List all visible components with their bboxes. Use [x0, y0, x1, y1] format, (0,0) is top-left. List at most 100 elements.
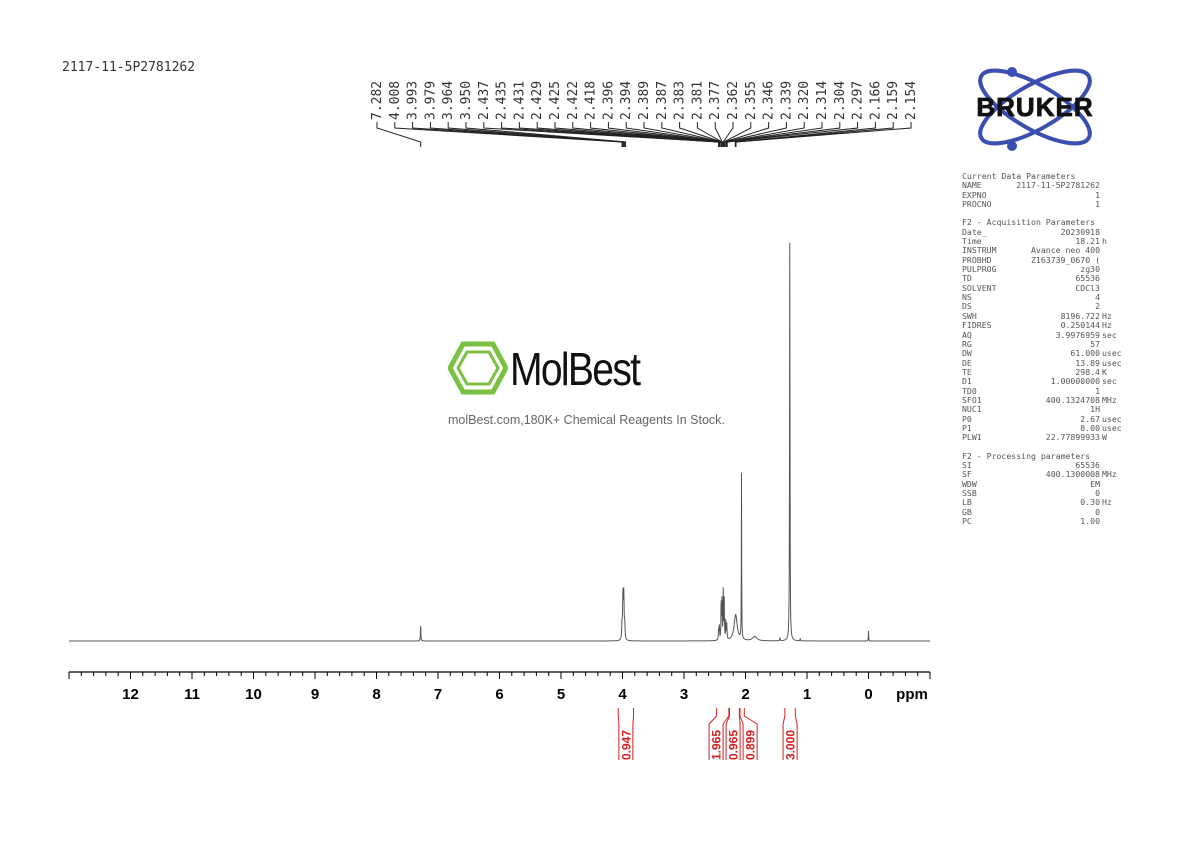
parameter-key: Date_: [962, 226, 987, 237]
parameter-key: SFO1: [962, 394, 982, 405]
parameter-row: DE 13.89 usec: [962, 357, 1122, 368]
parameter-value: 400.1324708: [1045, 394, 1100, 405]
parameter-value: 2.67: [1080, 413, 1100, 424]
parameter-key: GB: [962, 506, 972, 517]
parameter-key: WDW: [962, 478, 977, 489]
peak-label: 2.346: [762, 81, 777, 120]
peak-label: 2.297: [851, 81, 866, 120]
peak-label: 2.389: [637, 81, 652, 120]
parameter-unit: [1102, 293, 1122, 302]
parameter-key: PROCNO: [962, 199, 992, 210]
x-tick-label: 7: [434, 686, 442, 703]
parameter-row: NS 4: [962, 292, 1122, 303]
integral-value: 0.899: [744, 730, 758, 760]
parameter-unit: usec: [1102, 422, 1122, 433]
parameter-row: SFO1 400.1324708 MHz: [962, 394, 1122, 405]
parameter-row: AQ 3.9976959 sec: [962, 329, 1122, 340]
parameter-unit: W: [1102, 432, 1107, 443]
parameter-row: NAME 2117-11-5P2781262: [962, 180, 1122, 191]
parameter-unit: [1102, 256, 1122, 265]
peak-label: 2.304: [833, 81, 848, 120]
parameter-row: SOLVENT CDCl3: [962, 283, 1122, 293]
parameter-row: INSTRUM Avance neo 400: [962, 245, 1122, 256]
parameter-row: P1 8.00 usec: [962, 422, 1122, 433]
integral-value: 3.000: [784, 730, 798, 760]
parameter-key: INSTRUM: [962, 245, 997, 256]
integral-bracket: [794, 708, 798, 760]
peak-label: 2.355: [744, 81, 759, 120]
parameter-row: SWH 8196.722 Hz: [962, 310, 1122, 321]
peak-label-connector: [412, 122, 624, 147]
parameter-row: DW 61.000 usec: [962, 348, 1122, 359]
parameter-unit: K: [1102, 366, 1107, 377]
peak-label: 2.154: [904, 81, 919, 120]
peak-label: 2.437: [477, 81, 492, 120]
parameter-unit: [1102, 508, 1122, 517]
parameter-unit: [1102, 200, 1122, 209]
parameter-row: PULPROG zg30: [962, 264, 1122, 275]
parameter-row: GB 0: [962, 506, 1122, 517]
parameter-key: TD: [962, 273, 972, 284]
x-tick-label: 5: [557, 686, 565, 703]
parameter-row: PC 1.00: [962, 516, 1122, 526]
parameter-value: 22.77899933: [1045, 432, 1100, 443]
peak-label: 2.320: [797, 81, 812, 120]
parameter-key: PROBHD: [962, 254, 992, 265]
parameter-value: 2117-11-5P2781262: [1016, 180, 1100, 191]
peak-label: 3.950: [459, 81, 474, 120]
parameter-value: 61.000: [1070, 348, 1100, 359]
peak-label: 2.394: [619, 81, 634, 120]
peak-label: 4.008: [388, 81, 403, 120]
parameter-row: TD 65536: [962, 273, 1122, 284]
parameter-row: TE 298.4 K: [962, 366, 1122, 377]
parameter-key: P0: [962, 413, 972, 424]
parameter-key: DS: [962, 301, 972, 312]
parameter-row: Date_ 20230918: [962, 226, 1122, 237]
parameter-value: 298.4: [1075, 366, 1100, 377]
parameter-key: NS: [962, 292, 972, 303]
peak-label-connector: [429, 122, 625, 147]
parameter-row: NUC1 1H: [962, 404, 1122, 415]
integral-bracket: [725, 708, 731, 760]
integral-bracket: [782, 708, 786, 760]
parameter-unit: usec: [1102, 348, 1122, 359]
parameter-unit: usec: [1102, 357, 1122, 368]
parameter-key: PULPROG: [962, 264, 997, 275]
peak-label-connector: [735, 122, 912, 147]
parameter-value: 57: [1090, 338, 1100, 349]
parameter-key: P1: [962, 422, 972, 433]
parameter-row: PLW1 22.77899933 W: [962, 432, 1122, 443]
parameter-unit: [1102, 480, 1122, 489]
peak-label: 2.377: [708, 81, 723, 120]
x-axis-label: ppm: [896, 686, 928, 703]
integral-bracket: [739, 708, 744, 760]
x-tick-label: 3: [680, 686, 688, 703]
peak-label: 2.381: [690, 81, 705, 120]
parameter-value: 1: [1095, 189, 1100, 200]
integral-bracket: [632, 708, 635, 760]
peak-label: 2.422: [566, 81, 581, 120]
integral-value: 0.947: [619, 730, 633, 760]
parameter-key: RG: [962, 338, 972, 349]
x-tick-label: 8: [372, 686, 380, 703]
parameter-key: AQ: [962, 329, 972, 340]
parameter-value: 0: [1095, 488, 1100, 498]
parameter-row: P0 2.67 usec: [962, 413, 1122, 424]
parameter-unit: Hz: [1102, 320, 1112, 331]
peak-label: 2.339: [779, 81, 794, 120]
parameter-key: NUC1: [962, 404, 982, 415]
x-tick-label: 4: [618, 686, 627, 703]
integral-bracket: [617, 708, 620, 760]
parameter-key: SWH: [962, 310, 977, 321]
peak-label: 2.362: [726, 81, 741, 120]
peak-label-connector: [723, 122, 752, 147]
parameter-unit: [1102, 246, 1122, 255]
parameter-row: DS 2: [962, 301, 1122, 312]
x-tick-label: 1: [803, 686, 811, 703]
parameter-unit: [1102, 274, 1122, 283]
peak-label-connector: [590, 122, 721, 147]
parameter-row: EXPNO 1: [962, 189, 1122, 200]
peak-label: 2.396: [601, 81, 616, 120]
parameter-value: 4: [1095, 292, 1100, 303]
